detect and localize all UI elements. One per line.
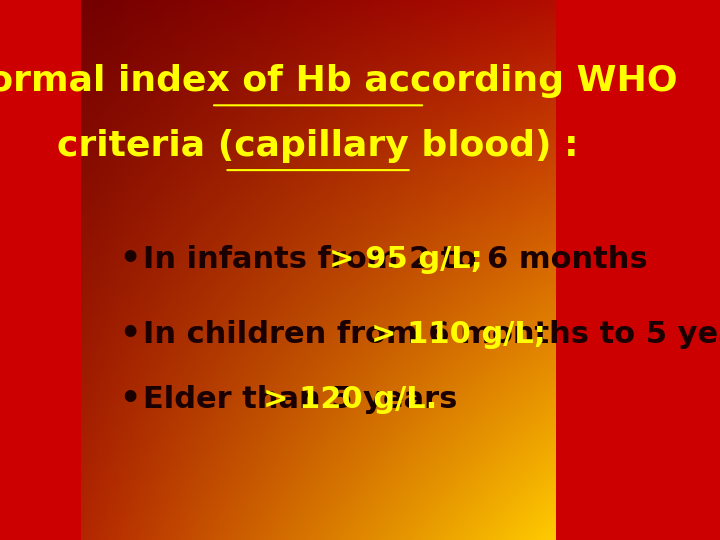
Text: In infants from 2 to 6 months: In infants from 2 to 6 months — [143, 245, 668, 274]
Text: •: • — [119, 318, 140, 352]
Text: > 110 g/L;: > 110 g/L; — [371, 320, 546, 349]
Text: Normal index of Hb according WHO: Normal index of Hb according WHO — [0, 64, 678, 98]
Text: Elder than 5 years: Elder than 5 years — [143, 385, 478, 414]
Text: •: • — [119, 383, 140, 416]
Text: criteria (capillary blood) :: criteria (capillary blood) : — [58, 129, 579, 163]
Text: > 95 g/L;: > 95 g/L; — [328, 245, 482, 274]
Text: > 120 g/L.: > 120 g/L. — [263, 385, 437, 414]
Text: In children from 6 months to 5 years: In children from 6 months to 5 years — [143, 320, 720, 349]
Text: •: • — [119, 242, 140, 276]
